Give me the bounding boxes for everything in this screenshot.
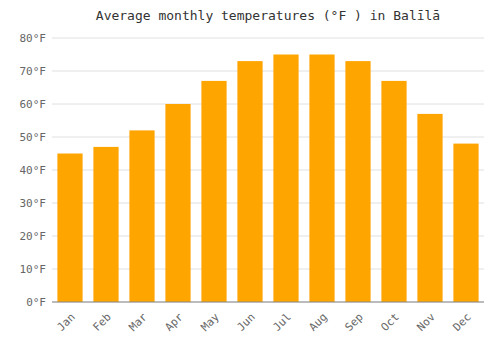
x-tick-label: May — [199, 310, 223, 334]
grid-line — [52, 38, 484, 39]
bar — [453, 144, 478, 302]
title: Average monthly temperatures (°F ) in Ba… — [96, 8, 440, 23]
chart: Average monthly temperatures (°F ) in Ba… — [0, 0, 500, 350]
bar — [345, 61, 370, 302]
y-tick-label: 20°F — [20, 230, 47, 243]
y-tick-label: 50°F — [20, 131, 47, 144]
bars — [57, 55, 478, 303]
grid-line — [52, 71, 484, 72]
chart-container: Average monthly temperatures (°F ) in Ba… — [0, 0, 500, 350]
bar — [201, 81, 226, 302]
y-tick-label: 30°F — [20, 197, 47, 210]
bar — [381, 81, 406, 302]
grid — [52, 38, 484, 302]
x-tick-label: Nov — [415, 310, 439, 334]
bar — [273, 55, 298, 303]
x-tick-label: Apr — [163, 310, 187, 334]
bar — [93, 147, 118, 302]
x-tick-label: Jun — [235, 311, 258, 334]
bar — [57, 154, 82, 303]
y-tick-label: 10°F — [20, 263, 47, 276]
bar — [309, 55, 334, 303]
x-axis-line — [52, 302, 484, 303]
y-tick-label: 80°F — [20, 32, 47, 45]
bar — [417, 114, 442, 302]
x-tick-label: Jan — [55, 311, 78, 334]
x-tick-label: Aug — [307, 311, 330, 334]
x-tick-label: Dec — [451, 311, 474, 334]
y-tick-label: 70°F — [20, 65, 47, 78]
grid-line — [52, 104, 484, 105]
bar — [237, 61, 262, 302]
bar — [129, 130, 154, 302]
x-tick-label: Mar — [127, 310, 151, 334]
bar — [165, 104, 190, 302]
y-tick-label: 40°F — [20, 164, 47, 177]
x-tick-label: Feb — [91, 311, 114, 334]
y-tick-label: 60°F — [20, 98, 47, 111]
y-tick-label: 0°F — [26, 296, 46, 309]
x-tick-label: Jul — [271, 311, 294, 334]
grid-line — [52, 302, 484, 303]
x-tick-label: Oct — [379, 311, 402, 334]
x-tick-label: Sep — [343, 311, 366, 334]
